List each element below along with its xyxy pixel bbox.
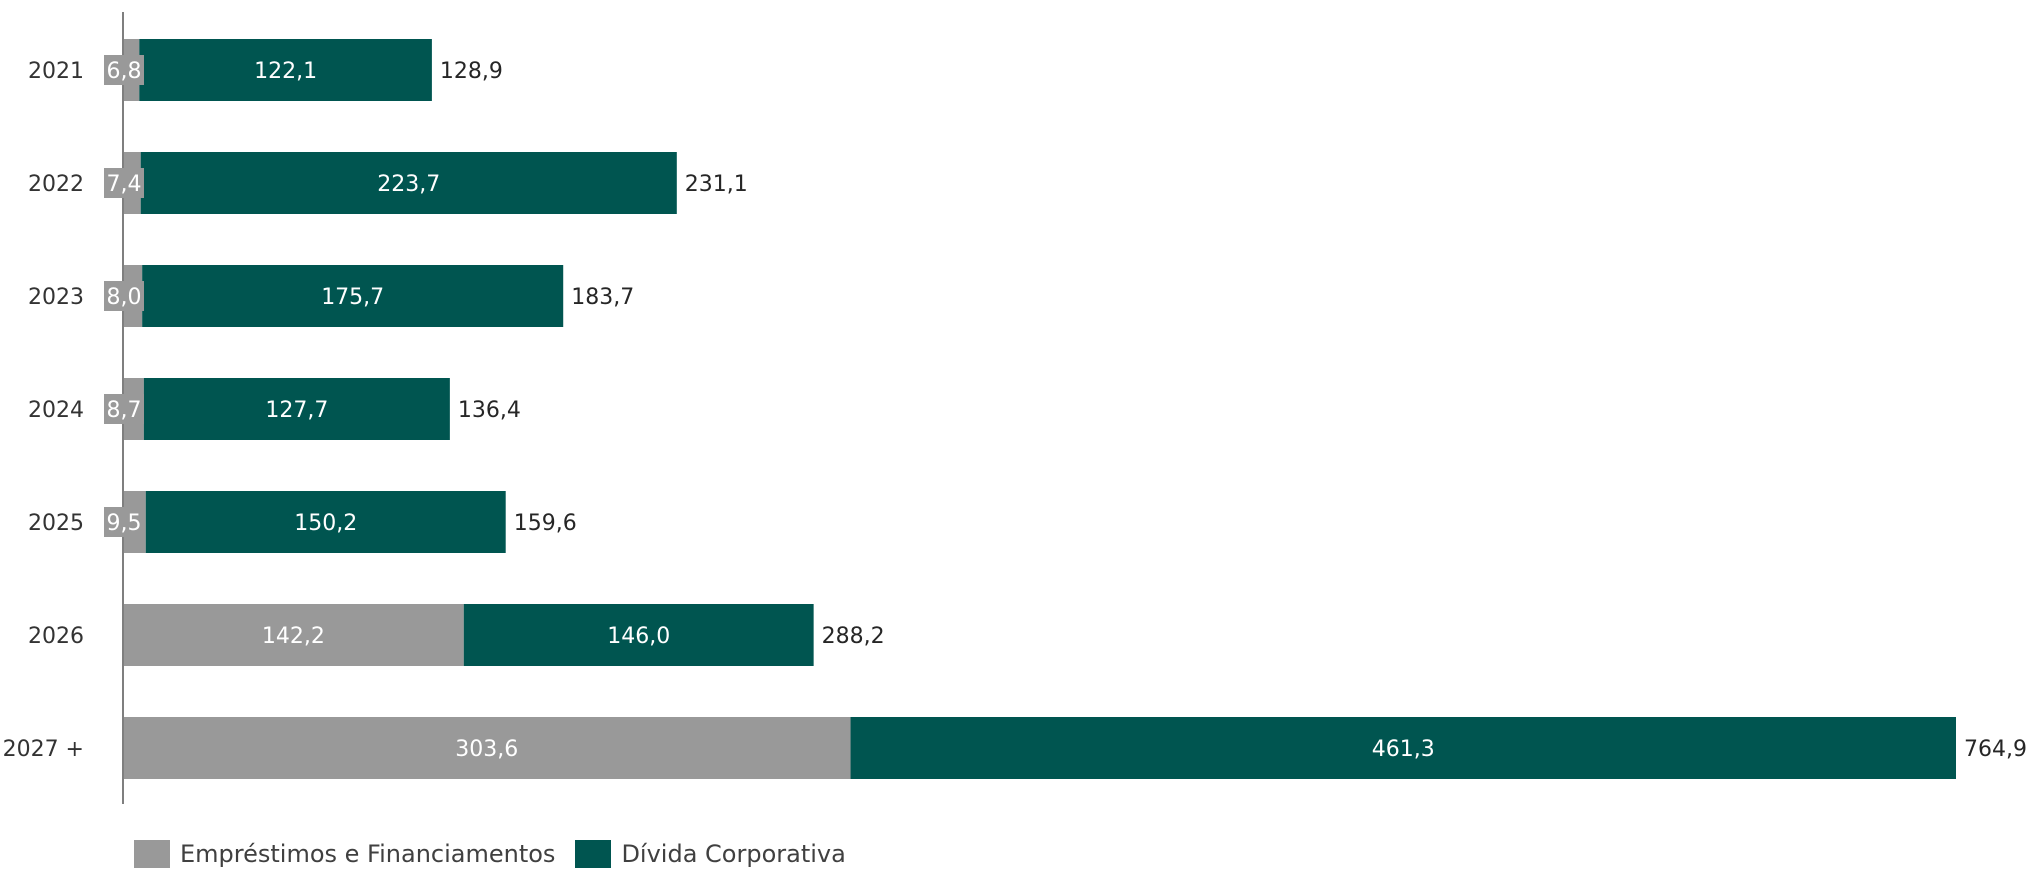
legend-swatch-divida [575,840,612,868]
bar-divida-corporativa [463,604,814,666]
total-label: 288,2 [822,624,885,649]
data-label-divida-corporativa: 175,7 [321,285,384,310]
total-label: 764,9 [1964,737,2026,762]
total-label: 128,9 [440,59,503,84]
category-label: 2027 + [3,737,84,762]
total-label: 231,1 [685,172,748,197]
total-label: 136,4 [458,398,521,423]
data-label-divida-corporativa: 223,7 [377,172,440,197]
total-label: 159,6 [514,511,577,536]
bar-divida-corporativa [143,378,450,440]
data-label-emprestimos: 142,2 [262,624,325,649]
category-label: 2023 [28,285,84,310]
data-label-divida-corporativa: 150,2 [294,511,357,536]
data-label-emprestimos: 303,6 [455,737,518,762]
small-segment-label-box [104,55,144,85]
small-segment-label-box [104,281,144,311]
legend-swatch-emprestimos [134,840,170,868]
stacked-bar-chart: 2021 6,8 122,1 128,9 2022 7,4 223,7 231,1 2023 8,… [3,12,2026,804]
data-label-emprestimos: 9,5 [107,511,142,536]
bars-group [123,39,1957,779]
bar-divida-corporativa [139,39,432,101]
total-label: 183,7 [571,285,634,310]
legend-item-divida: Dívida Corporativa [575,840,846,868]
data-label-divida-corporativa: 122,1 [254,59,317,84]
bar-emprestimos [123,717,851,779]
data-label-divida-corporativa: 146,0 [607,624,670,649]
category-label: 2025 [28,511,84,536]
bar-emprestimos [123,604,464,666]
bar-divida-corporativa [140,152,677,214]
bar-divida-corporativa [142,265,564,327]
legend: Empréstimos e Financiamentos Dívida Corp… [134,840,866,868]
category-label: 2022 [28,172,84,197]
category-label: 2024 [28,398,84,423]
bar-divida-corporativa [145,491,506,553]
data-label-divida-corporativa: 461,3 [1372,737,1435,762]
data-label-divida-corporativa: 127,7 [265,398,328,423]
labels-group: 2021 6,8 122,1 128,9 2022 7,4 223,7 231,1 2023 8,… [3,55,2026,762]
data-label-emprestimos: 8,7 [107,398,142,423]
legend-label-emprestimos: Empréstimos e Financiamentos [180,840,556,868]
legend-label-divida: Dívida Corporativa [621,840,846,868]
small-segment-label-box [104,394,144,424]
category-label: 2026 [28,624,84,649]
bar-divida-corporativa [850,717,1957,779]
data-label-emprestimos: 7,4 [107,172,142,197]
category-label: 2021 [28,59,84,84]
data-label-emprestimos: 8,0 [107,285,142,310]
data-label-emprestimos: 6,8 [107,59,142,84]
small-segment-label-box [104,507,144,537]
legend-item-emprestimos: Empréstimos e Financiamentos [134,840,555,868]
small-segment-label-box [104,168,144,198]
